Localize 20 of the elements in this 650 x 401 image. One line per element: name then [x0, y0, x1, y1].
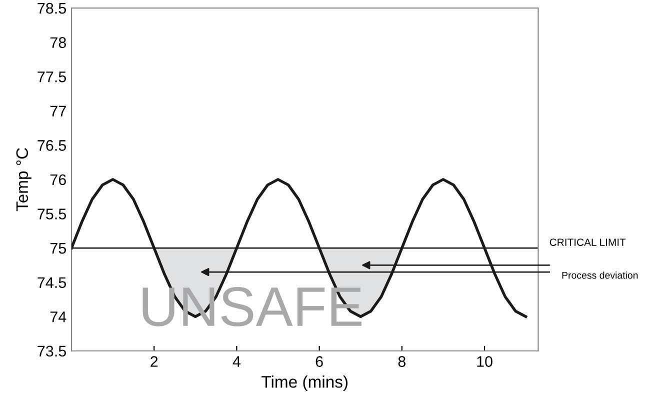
y-tick-label: 78: [50, 37, 66, 48]
y-tick-label: 74.5: [38, 277, 66, 288]
ref-line-label: CRITICAL LIMIT: [550, 238, 626, 246]
x-tick-label: 10: [477, 356, 492, 367]
y-tick-label: 73.5: [38, 346, 66, 357]
y-tick-label: 75.5: [38, 208, 66, 220]
y-tick-label: 78.5: [38, 2, 66, 14]
y-tick-label: 76: [50, 174, 66, 186]
y-tick-label: 75: [50, 243, 66, 254]
y-tick-label: 77: [50, 106, 66, 116]
x-tick-label: 6: [316, 356, 323, 367]
text: Process deviation: [562, 272, 638, 279]
x-axis-title: Time (mins): [262, 376, 348, 392]
y-tick-label: 77.5: [38, 72, 66, 82]
x-tick-label: 2: [150, 356, 158, 367]
x-tick-label: 4: [232, 356, 241, 367]
y-tick-label: 74: [50, 312, 66, 322]
y-axis-title: Temp °C: [16, 148, 32, 212]
y-tick-label: 76.5: [38, 140, 66, 151]
x-tick-label: 8: [398, 356, 406, 367]
